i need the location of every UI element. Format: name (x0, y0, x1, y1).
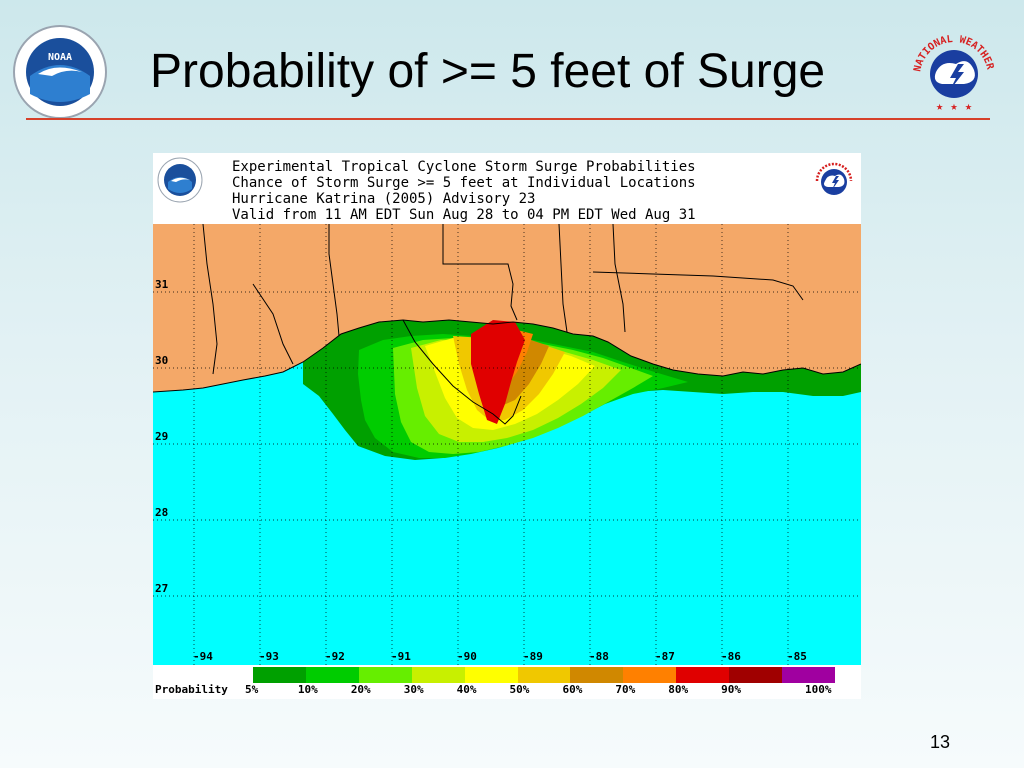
state-line-ms-al (558, 224, 568, 333)
lat-label-28: 28 (155, 506, 168, 519)
legend-swatch-8 (623, 667, 677, 683)
header-line-3: Hurricane Katrina (2005) Advisory 23 (232, 191, 536, 207)
state-line-al-fl (592, 271, 804, 301)
legend-tick-4: 30% (403, 683, 424, 696)
lon-label-91: -91 (391, 650, 411, 663)
map-boundaries (153, 224, 861, 425)
legend-swatch-2 (305, 667, 360, 683)
legend-tick-8: 70% (615, 683, 636, 696)
nws-logo-icon: NATIONAL WEATHER SERVICE ★ ★ ★ (908, 26, 996, 113)
legend-swatch-10 (729, 667, 783, 683)
legend-tick-3: 20% (350, 683, 371, 696)
legend-tick-5: 40% (456, 683, 477, 696)
legend-swatch-7 (570, 667, 624, 683)
page-number: 13 (930, 732, 951, 752)
header-line-2: Chance of Storm Surge >= 5 feet at Indiv… (232, 175, 696, 191)
figure-header-text: Experimental Tropical Cyclone Storm Surg… (232, 159, 802, 223)
lat-label-27: 27 (155, 582, 168, 595)
legend-swatch-3 (358, 667, 413, 683)
swath-80pct (471, 320, 525, 424)
probability-legend: Probability 5% 10% 20% 30% 40% 50% 60% 70% 80% 90… (153, 665, 861, 699)
noaa-logo-text: NOAA (48, 52, 72, 63)
lon-label-88: -88 (589, 650, 609, 663)
river-1 (202, 224, 218, 375)
lat-label-30: 30 (155, 354, 168, 367)
slide-title: Probability of >= 5 feet of Surge (150, 45, 826, 98)
lat-label-29: 29 (155, 430, 168, 443)
lon-label-87: -87 (655, 650, 675, 663)
legend-tick-9: 80% (668, 683, 689, 696)
land-area (153, 224, 861, 392)
noaa-small-logo-icon (157, 157, 203, 203)
title-divider (26, 118, 990, 120)
lon-label-93: -93 (259, 650, 279, 663)
lon-label-89: -89 (523, 650, 543, 663)
river-2 (252, 283, 294, 365)
lon-label-92: -92 (325, 650, 345, 663)
storm-surge-figure: Experimental Tropical Cyclone Storm Surg… (153, 153, 861, 699)
lon-label-85: -85 (787, 650, 807, 663)
nws-small-logo-icon (815, 162, 853, 195)
legend-title: Probability (155, 683, 228, 696)
legend-tick-6: 50% (509, 683, 530, 696)
legend-swatch-4 (411, 667, 466, 683)
legend-swatch-1 (253, 667, 307, 683)
legend-tick-7: 60% (562, 683, 583, 696)
header-line-4: Valid from 11 AM EDT Sun Aug 28 to 04 PM… (232, 207, 696, 223)
river-delta (402, 319, 522, 425)
state-line-tx-la (328, 224, 340, 337)
coastline (153, 319, 861, 393)
lon-label-94: -94 (193, 650, 213, 663)
header-line-1: Experimental Tropical Cyclone Storm Surg… (232, 159, 696, 175)
probability-swaths (303, 320, 861, 460)
legend-swatch-9 (676, 667, 730, 683)
lat-lon-grid (153, 224, 861, 665)
legend-swatch-11 (782, 667, 836, 683)
legend-tick-11: 100% (805, 683, 832, 696)
lon-label-86: -86 (721, 650, 741, 663)
legend-tick-10: 90% (721, 683, 742, 696)
legend-tick-2: 10% (297, 683, 318, 696)
noaa-logo-icon: NOAA (13, 25, 107, 119)
figure-header: Experimental Tropical Cyclone Storm Surg… (153, 153, 861, 224)
state-line-la-ms (442, 224, 518, 321)
river-3 (612, 224, 626, 333)
lon-label-90: -90 (457, 650, 477, 663)
lat-label-31: 31 (155, 278, 169, 291)
legend-swatch-6 (517, 667, 571, 683)
legend-swatch-5 (464, 667, 519, 683)
svg-text:★ ★ ★: ★ ★ ★ (936, 99, 972, 113)
surge-probability-map: 31 30 29 28 27 -94 -93 -92 -91 -90 -89 -… (153, 224, 861, 665)
legend-tick-1: 5% (245, 683, 259, 696)
